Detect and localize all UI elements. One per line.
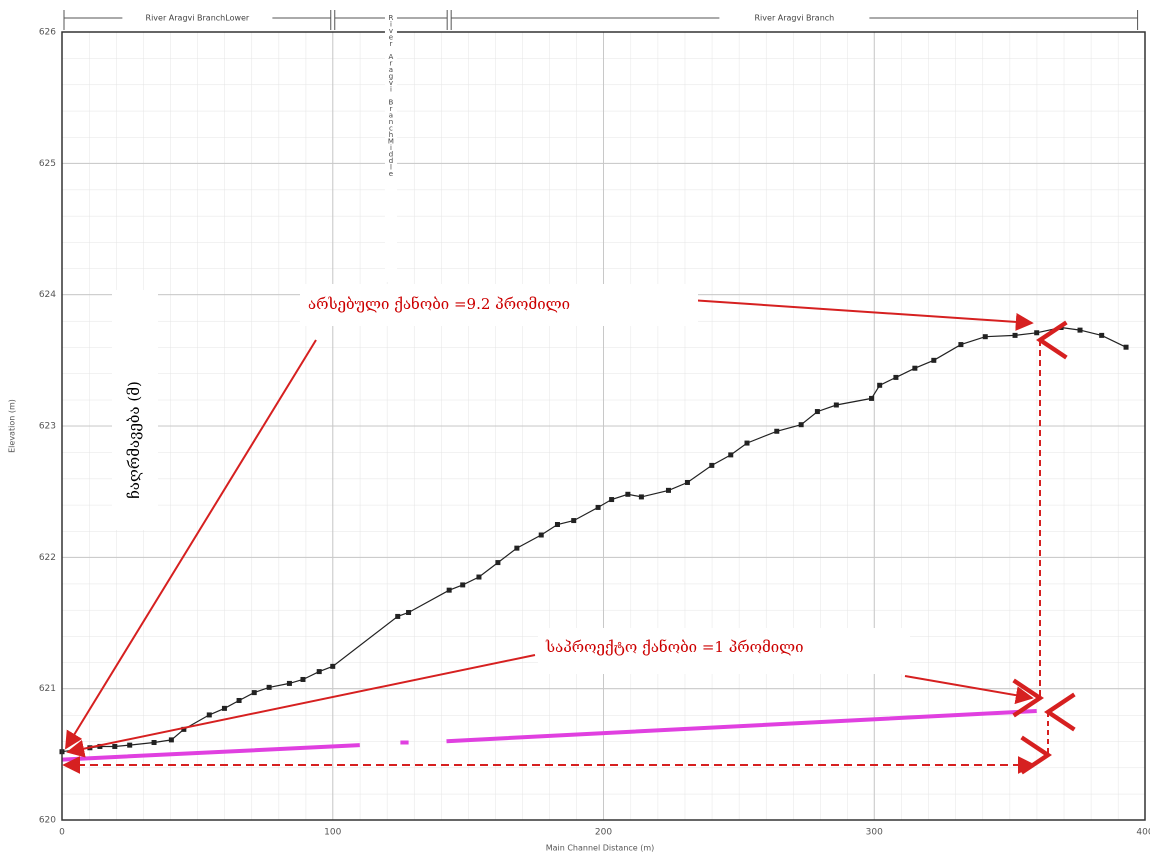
arrow [904, 675, 1034, 705]
y-tick-label: 622 [39, 553, 56, 563]
annotation: საპროექტო ქანობი =1 პრომილი [545, 638, 804, 656]
point [931, 357, 937, 363]
point [206, 712, 212, 718]
point [460, 582, 466, 588]
point [709, 462, 715, 468]
point [982, 334, 988, 340]
annotation-box [300, 284, 698, 326]
point [286, 680, 292, 686]
point [728, 452, 734, 458]
point [798, 422, 804, 428]
annotation-arrows [62, 299, 1076, 775]
reach-label-bg [384, 12, 397, 282]
annotation-box [538, 628, 910, 674]
point [406, 609, 412, 615]
point [330, 663, 336, 669]
plot-frame [61, 31, 1146, 821]
point [814, 409, 820, 415]
point [514, 545, 520, 551]
point [665, 487, 671, 493]
point [112, 743, 118, 749]
y-tick-label: 623 [39, 422, 56, 432]
point [684, 479, 690, 485]
point [1099, 332, 1105, 338]
point [168, 737, 174, 743]
y-tick-label: 624 [39, 290, 56, 300]
point [554, 522, 560, 527]
reach-label-bg [122, 12, 273, 24]
point [538, 532, 544, 538]
point [571, 518, 577, 524]
point [912, 365, 918, 371]
point [181, 726, 187, 732]
point [877, 382, 883, 388]
point [446, 587, 452, 593]
point [1034, 330, 1040, 336]
point [300, 676, 306, 682]
reach-layer: River Aragvi BranchLower River Aragvi Bra… [63, 10, 1139, 282]
arrow [66, 654, 536, 758]
x-axis-label: Main Channel Distance (m) [546, 844, 655, 853]
point [833, 402, 839, 408]
point [958, 342, 964, 348]
annotation: ჩაღრმავება (მ) [125, 381, 143, 499]
y-tick-label: 620 [39, 816, 56, 826]
x-tick-label: 200 [595, 828, 612, 838]
annotation: არსებული ქანობი =9.2 პრომილი [308, 295, 570, 313]
point [251, 690, 257, 696]
point [609, 497, 615, 503]
reach-label: River Aragvi Branch [755, 14, 835, 23]
y-tick-label: 625 [39, 159, 56, 169]
point [595, 504, 601, 510]
y-tick-label: 626 [39, 28, 56, 38]
reach-label: River Aragvi BranchLower [146, 14, 250, 23]
point [151, 740, 157, 746]
annotation-box [112, 290, 158, 530]
point [316, 669, 322, 675]
point [1077, 327, 1083, 333]
point [1058, 325, 1064, 330]
arrow [689, 299, 1034, 331]
x-tick-label: 300 [866, 828, 883, 838]
y-axis-label: Elevation (m) [8, 399, 17, 453]
x-tick-label: 0 [59, 828, 65, 838]
point [236, 697, 242, 703]
y-tick-label: 621 [39, 684, 56, 694]
reach-label-bg [719, 12, 870, 24]
point [127, 742, 133, 748]
point [1012, 332, 1018, 338]
point [893, 374, 899, 380]
point [869, 395, 875, 401]
point [744, 440, 750, 446]
point [266, 684, 272, 690]
reach-label: River Aragvi BranchMiddle [387, 14, 395, 177]
point [774, 428, 780, 434]
point [638, 494, 644, 500]
series-layer [59, 325, 1129, 762]
point [97, 743, 103, 749]
x-tick-label: 100 [324, 828, 341, 838]
arrow [65, 339, 317, 750]
point [495, 560, 501, 566]
point [395, 613, 401, 619]
point [625, 491, 631, 497]
point [476, 574, 482, 580]
point [221, 705, 227, 711]
x-tick-label: 400 [1136, 828, 1150, 838]
point [1123, 344, 1129, 350]
